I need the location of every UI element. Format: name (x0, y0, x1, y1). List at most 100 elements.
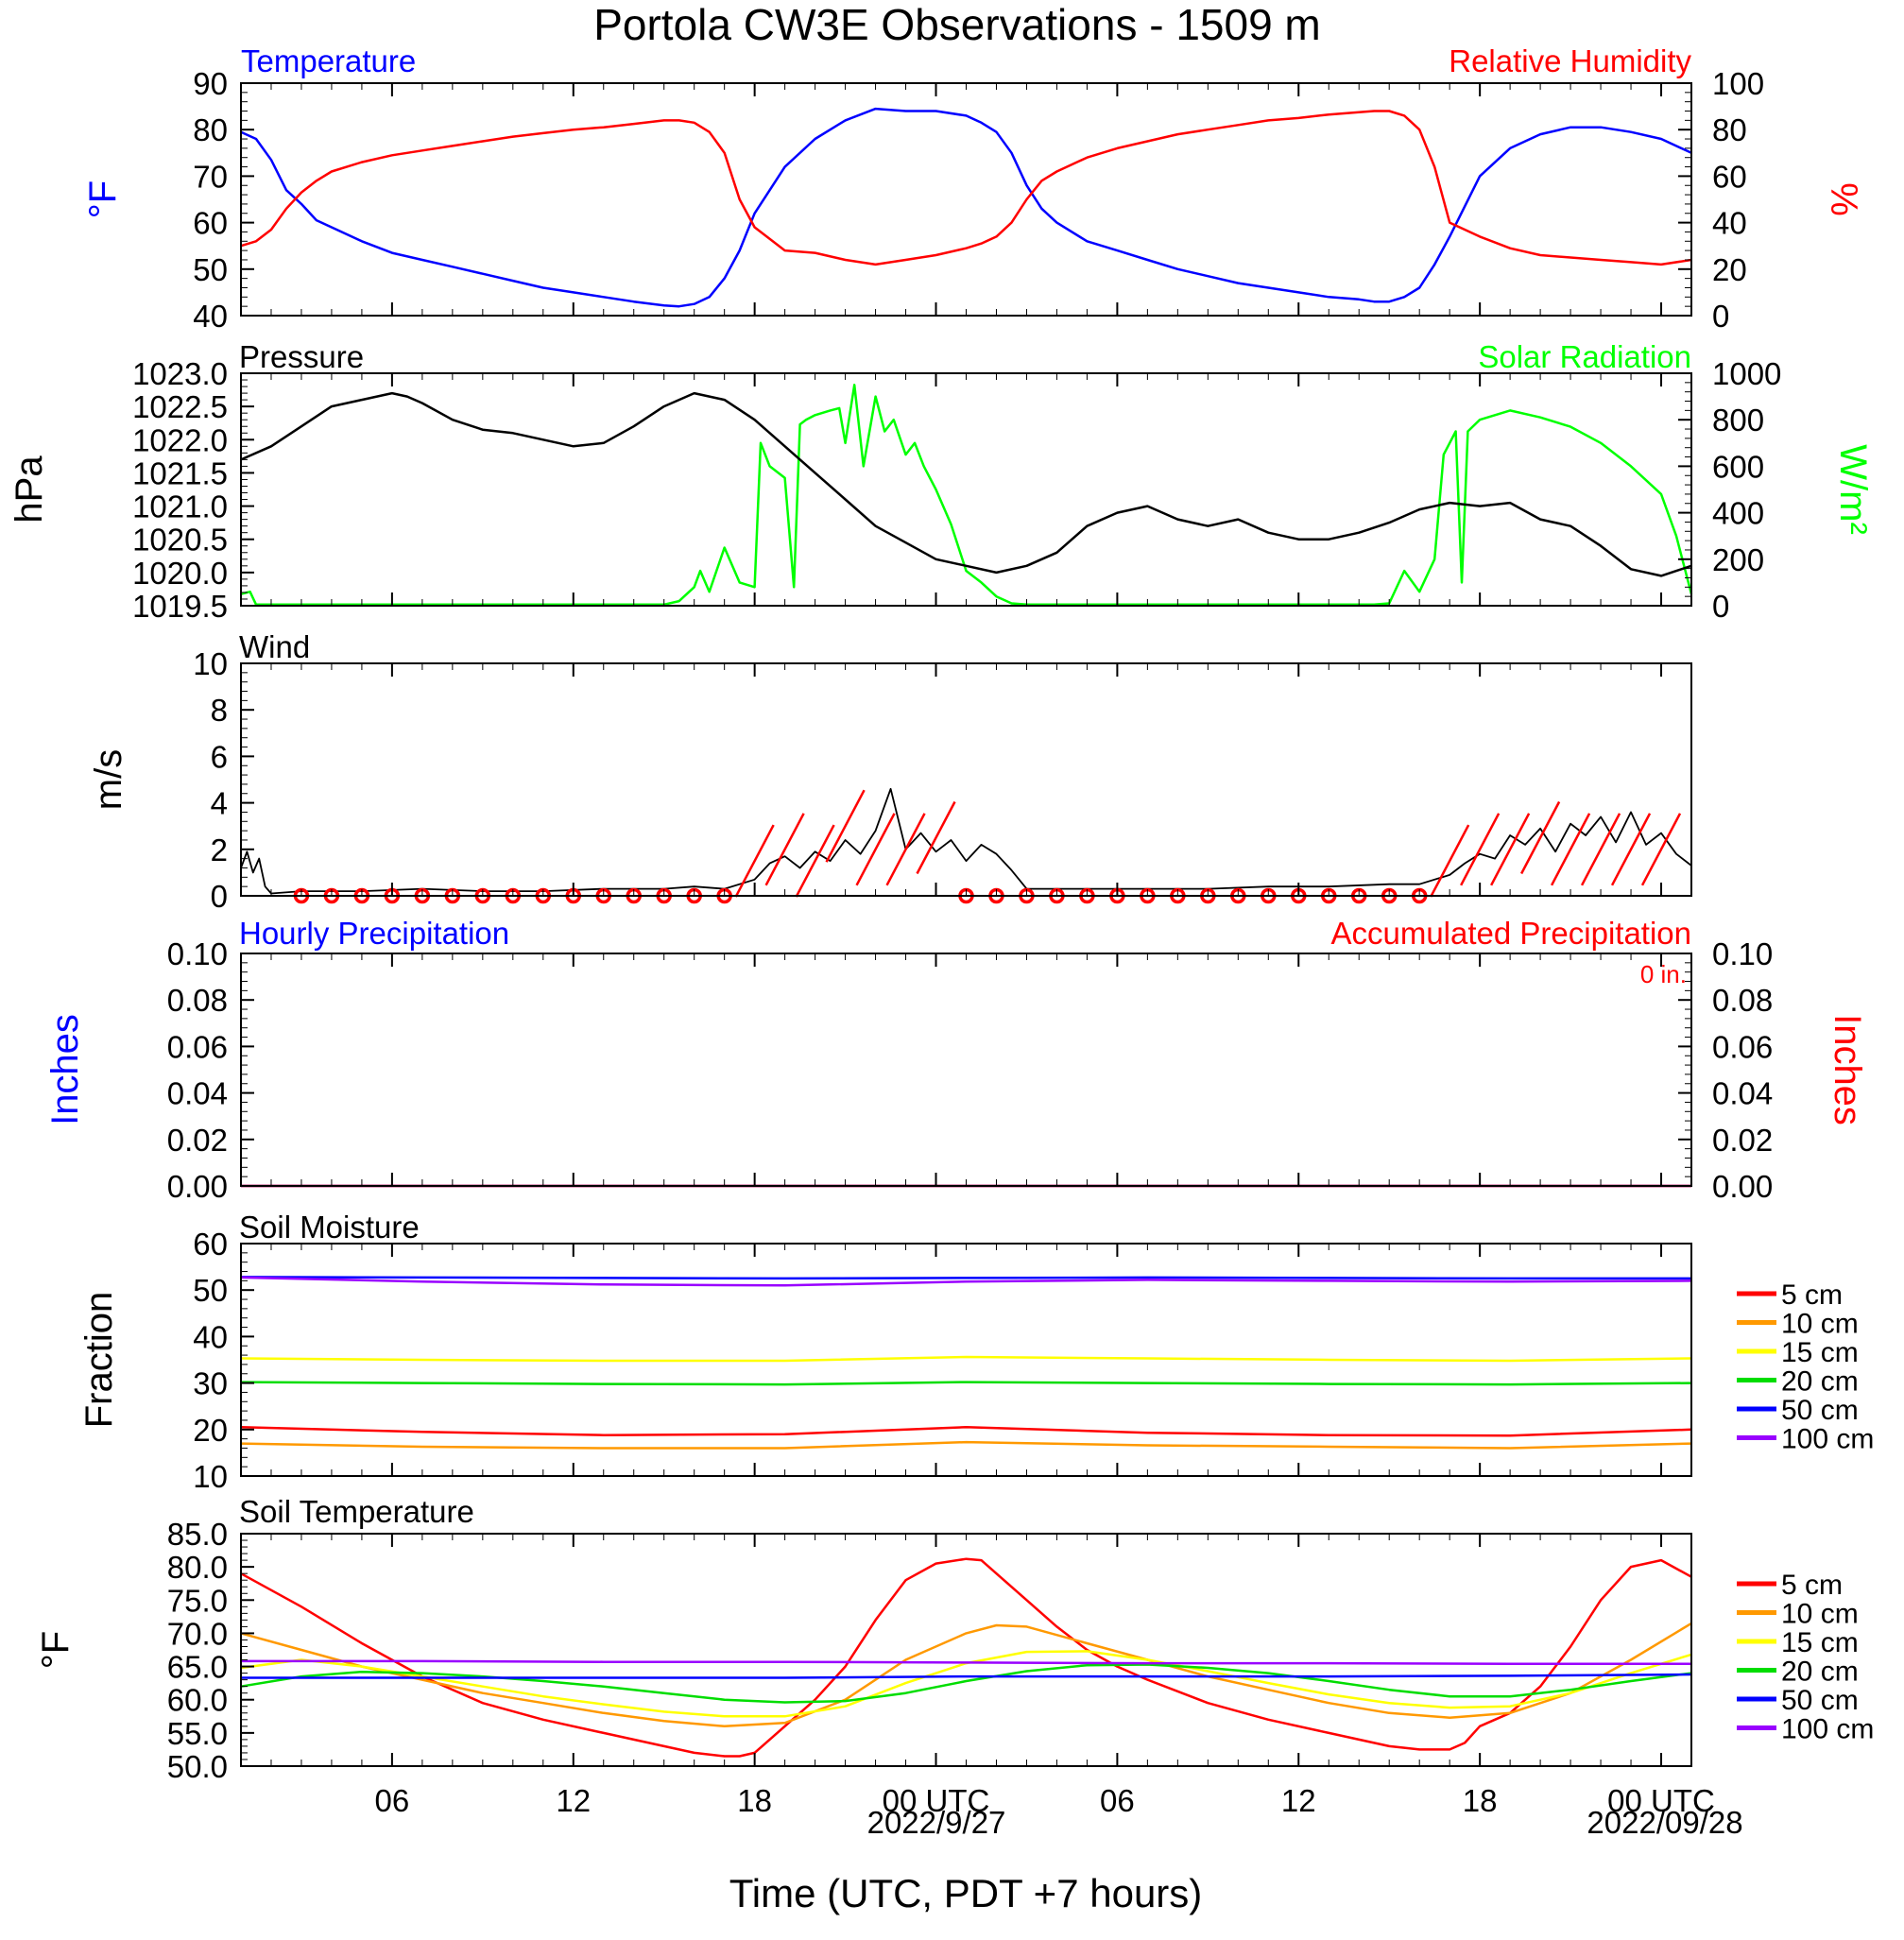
solar-tick-label: 600 (1712, 449, 1764, 484)
chart-title: Portola CW3E Observations - 1509 m (593, 0, 1321, 49)
wind-barb (885, 813, 926, 886)
wind-barb (1640, 813, 1682, 886)
legend-label-20-cm: 20 cm (1781, 1366, 1859, 1398)
pressure-tick-label: 1022.0 (132, 422, 228, 457)
temperature-tick-label: 60 (193, 206, 228, 241)
legend-label-10-cm: 10 cm (1781, 1309, 1859, 1340)
wind-tick-label: 10 (193, 646, 228, 681)
wind-barb (855, 813, 896, 886)
pressure-title: Pressure (239, 339, 364, 374)
accum-precip-title: Accumulated Precipitation (1330, 916, 1691, 951)
solar-tick-label: 400 (1712, 496, 1764, 531)
precip-ticks: 0.00 0.02 0.04 0.06 0.08 0.10 0.00 0.02 0.04 0.06… (167, 936, 1773, 1204)
100-cm-line (241, 1659, 1691, 1666)
soil-temp-tick-label: 75.0 (167, 1583, 228, 1618)
pressure-tick-label: 1020.5 (132, 523, 228, 558)
x-axis: 2022/9/27 2022/09/28 06 12 18 00 UTC 06 12 18 0… (375, 1783, 1743, 1840)
5-cm-line (240, 1557, 1692, 1758)
temp-rh-ticks: 40 50 60 70 80 90 0 20 40 60 80 100 (193, 66, 1764, 334)
pressure-tick-label: 1021.5 (132, 455, 228, 490)
wind-tick-label: 6 (211, 739, 228, 774)
temp-rh-frame (240, 82, 1692, 317)
temperature-tick-label: 40 (193, 299, 228, 334)
soil-moisture-panel: Soil Moisture Fraction 10 20 30 40 50 60 5 cm… (78, 1210, 1874, 1494)
wind-title: Wind (239, 629, 310, 664)
10-cm-line (240, 1440, 1692, 1450)
wind-tick-label: 0 (211, 879, 228, 914)
x-tick-label: 06 (375, 1783, 410, 1818)
wind-ticks: 0 2 4 6 8 10 (193, 646, 1692, 914)
wind-barb (1580, 813, 1621, 886)
hourly-precip-title: Hourly Precipitation (239, 916, 509, 951)
temperature-unit: °F (82, 180, 124, 218)
x-tick-label: 00 UTC (883, 1783, 990, 1818)
5-cm-line (240, 1426, 1692, 1437)
15-cm-line (240, 1355, 1692, 1363)
pressure-tick-label: 1020.0 (132, 556, 228, 591)
temperature-line (240, 107, 1692, 308)
x-tick-label: 06 (1100, 1783, 1135, 1818)
relative-humidity-line (240, 110, 1692, 266)
legend-label-50-cm: 50 cm (1781, 1685, 1859, 1716)
wind-barb (795, 824, 835, 898)
soil-temp-tick-label: 50.0 (167, 1749, 228, 1784)
accum-precip-tick-label: 0.02 (1712, 1123, 1773, 1158)
temperature-tick-label: 90 (193, 66, 228, 101)
wind-barb (734, 824, 775, 898)
100-cm-line (240, 1276, 1692, 1287)
x-tick-label: 00 UTC (1607, 1783, 1715, 1818)
pressure-tick-label: 1019.5 (132, 589, 228, 624)
wind-barb (1610, 813, 1652, 886)
wind-unit: m/s (88, 749, 129, 810)
temperature-tick-label: 50 (193, 252, 228, 287)
legend-label-15-cm: 15 cm (1781, 1627, 1859, 1658)
soil-moisture-tick-label: 20 (193, 1413, 228, 1448)
wind-panel: Wind m/s 0 2 4 6 8 10 (88, 629, 1692, 914)
date-label-1: 2022/9/27 (867, 1805, 1006, 1840)
legend-label-100-cm: 100 cm (1781, 1424, 1874, 1455)
legend-label-100-cm: 100 cm (1781, 1714, 1874, 1745)
solar-tick-label: 0 (1712, 589, 1729, 624)
soil-temp-ticks: 50.055.060.065.070.075.080.085.0 (167, 1517, 1692, 1784)
wind-line (240, 787, 1692, 895)
temp-rh-panel: Temperature Relative Humidity °F % 40 50 6… (82, 43, 1864, 334)
date-label-2: 2022/09/28 (1587, 1805, 1742, 1840)
x-tick-label: 12 (1281, 1783, 1316, 1818)
temp-rh-lines (240, 107, 1692, 308)
solar-unit: W/m² (1832, 444, 1874, 535)
hourly-precip-tick-label: 0.04 (167, 1076, 228, 1111)
soil-temp-lines (240, 1557, 1692, 1758)
soil-temp-panel: Soil Temperature °F 50.055.060.065.070.0… (35, 1494, 1874, 1784)
soil-temp-unit: °F (35, 1631, 77, 1669)
pressure-tick-label: 1023.0 (132, 356, 228, 391)
pressure-line (240, 391, 1692, 577)
legend-label-20-cm: 20 cm (1781, 1657, 1859, 1688)
accum-precip-tick-label: 0.10 (1712, 936, 1773, 971)
temperature-tick-label: 80 (193, 112, 228, 147)
wind-barb (1490, 813, 1531, 886)
accum-precip-tick-label: 0.00 (1712, 1169, 1773, 1204)
legend-label-50-cm: 50 cm (1781, 1395, 1859, 1426)
soil-moisture-tick-label: 40 (193, 1319, 228, 1354)
wind-barb (1550, 813, 1591, 886)
soil-temp-tick-label: 80.0 (167, 1550, 228, 1585)
soil-temp-tick-label: 70.0 (167, 1616, 228, 1651)
temperature-title: Temperature (241, 43, 416, 78)
pressure-solar-ticks: 1019.51020.01020.51021.01021.51022.01022… (132, 356, 1781, 624)
pressure-solar-lines (240, 384, 1693, 607)
accum-precip-tick-label: 0.04 (1712, 1076, 1773, 1111)
x-axis-title: Time (UTC, PDT +7 hours) (729, 1871, 1203, 1915)
pressure-tick-label: 1021.0 (132, 489, 228, 524)
solar-tick-label: 800 (1712, 403, 1764, 438)
hourly-precip-unit: Inches (44, 1014, 86, 1125)
wind-barb (916, 800, 956, 875)
x-tick-label: 12 (556, 1783, 591, 1818)
legend-label-15-cm: 15 cm (1781, 1337, 1859, 1368)
soil-moisture-tick-label: 60 (193, 1227, 228, 1262)
solar-title: Solar Radiation (1478, 339, 1691, 374)
soil-moisture-tick-label: 30 (193, 1366, 228, 1401)
solar-tick-label: 1000 (1712, 356, 1781, 391)
